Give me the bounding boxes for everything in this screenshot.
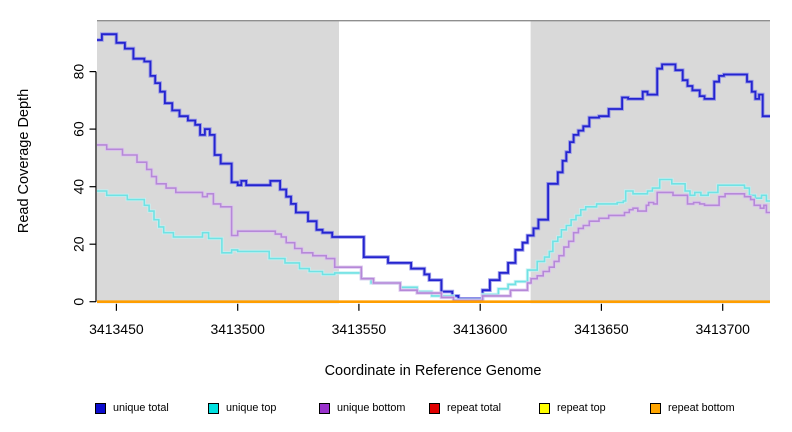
x-tick-label: 3413450: [89, 321, 144, 337]
legend-swatch: [319, 402, 330, 414]
y-tick-label: 0: [71, 298, 87, 306]
y-axis-title: Read Coverage Depth: [16, 88, 32, 234]
legend: unique total unique top unique bottom repea…: [0, 401, 792, 419]
legend-item-unique-top: unique top: [208, 401, 276, 415]
legend-item-repeat-total: repeat total: [429, 401, 501, 415]
x-tick-label: 3413600: [453, 321, 508, 337]
y-tick-label: 40: [71, 179, 87, 195]
legend-item-unique-bottom: unique bottom: [319, 401, 405, 415]
shaded-region: [530, 20, 770, 304]
legend-swatch: [208, 402, 219, 414]
legend-swatch: [650, 402, 661, 414]
x-tick-label: 3413700: [695, 321, 750, 337]
x-axis-title: Coordinate in Reference Genome: [324, 363, 542, 379]
series-unique-top: [97, 178, 770, 301]
legend-label: unique bottom: [337, 402, 406, 414]
y-tick-label: 60: [71, 121, 87, 137]
legend-label: repeat bottom: [668, 402, 735, 414]
x-tick-label: 3413500: [210, 321, 265, 337]
x-tick-label: 3413550: [332, 321, 387, 337]
legend-swatch: [539, 402, 550, 414]
y-tick-label: 80: [71, 64, 87, 80]
legend-swatch: [429, 402, 440, 414]
legend-label: unique top: [226, 402, 277, 414]
legend-label: repeat top: [557, 402, 606, 414]
x-tick-label: 3413650: [574, 321, 629, 337]
legend-item-unique-total: unique total: [95, 401, 169, 415]
legend-label: repeat total: [447, 402, 502, 414]
legend-swatch: [95, 402, 106, 414]
legend-item-repeat-top: repeat top: [539, 401, 606, 415]
coverage-plot-canvas: 0 20 40 60 80 3413450 3413500 3413550 3413600 341…: [71, 20, 770, 337]
y-tick-label: 20: [71, 236, 87, 252]
series-unique-bottom: [97, 144, 770, 302]
legend-item-repeat-bottom: repeat bottom: [650, 401, 735, 415]
legend-label: unique total: [113, 402, 169, 414]
shaded-region: [97, 20, 339, 304]
